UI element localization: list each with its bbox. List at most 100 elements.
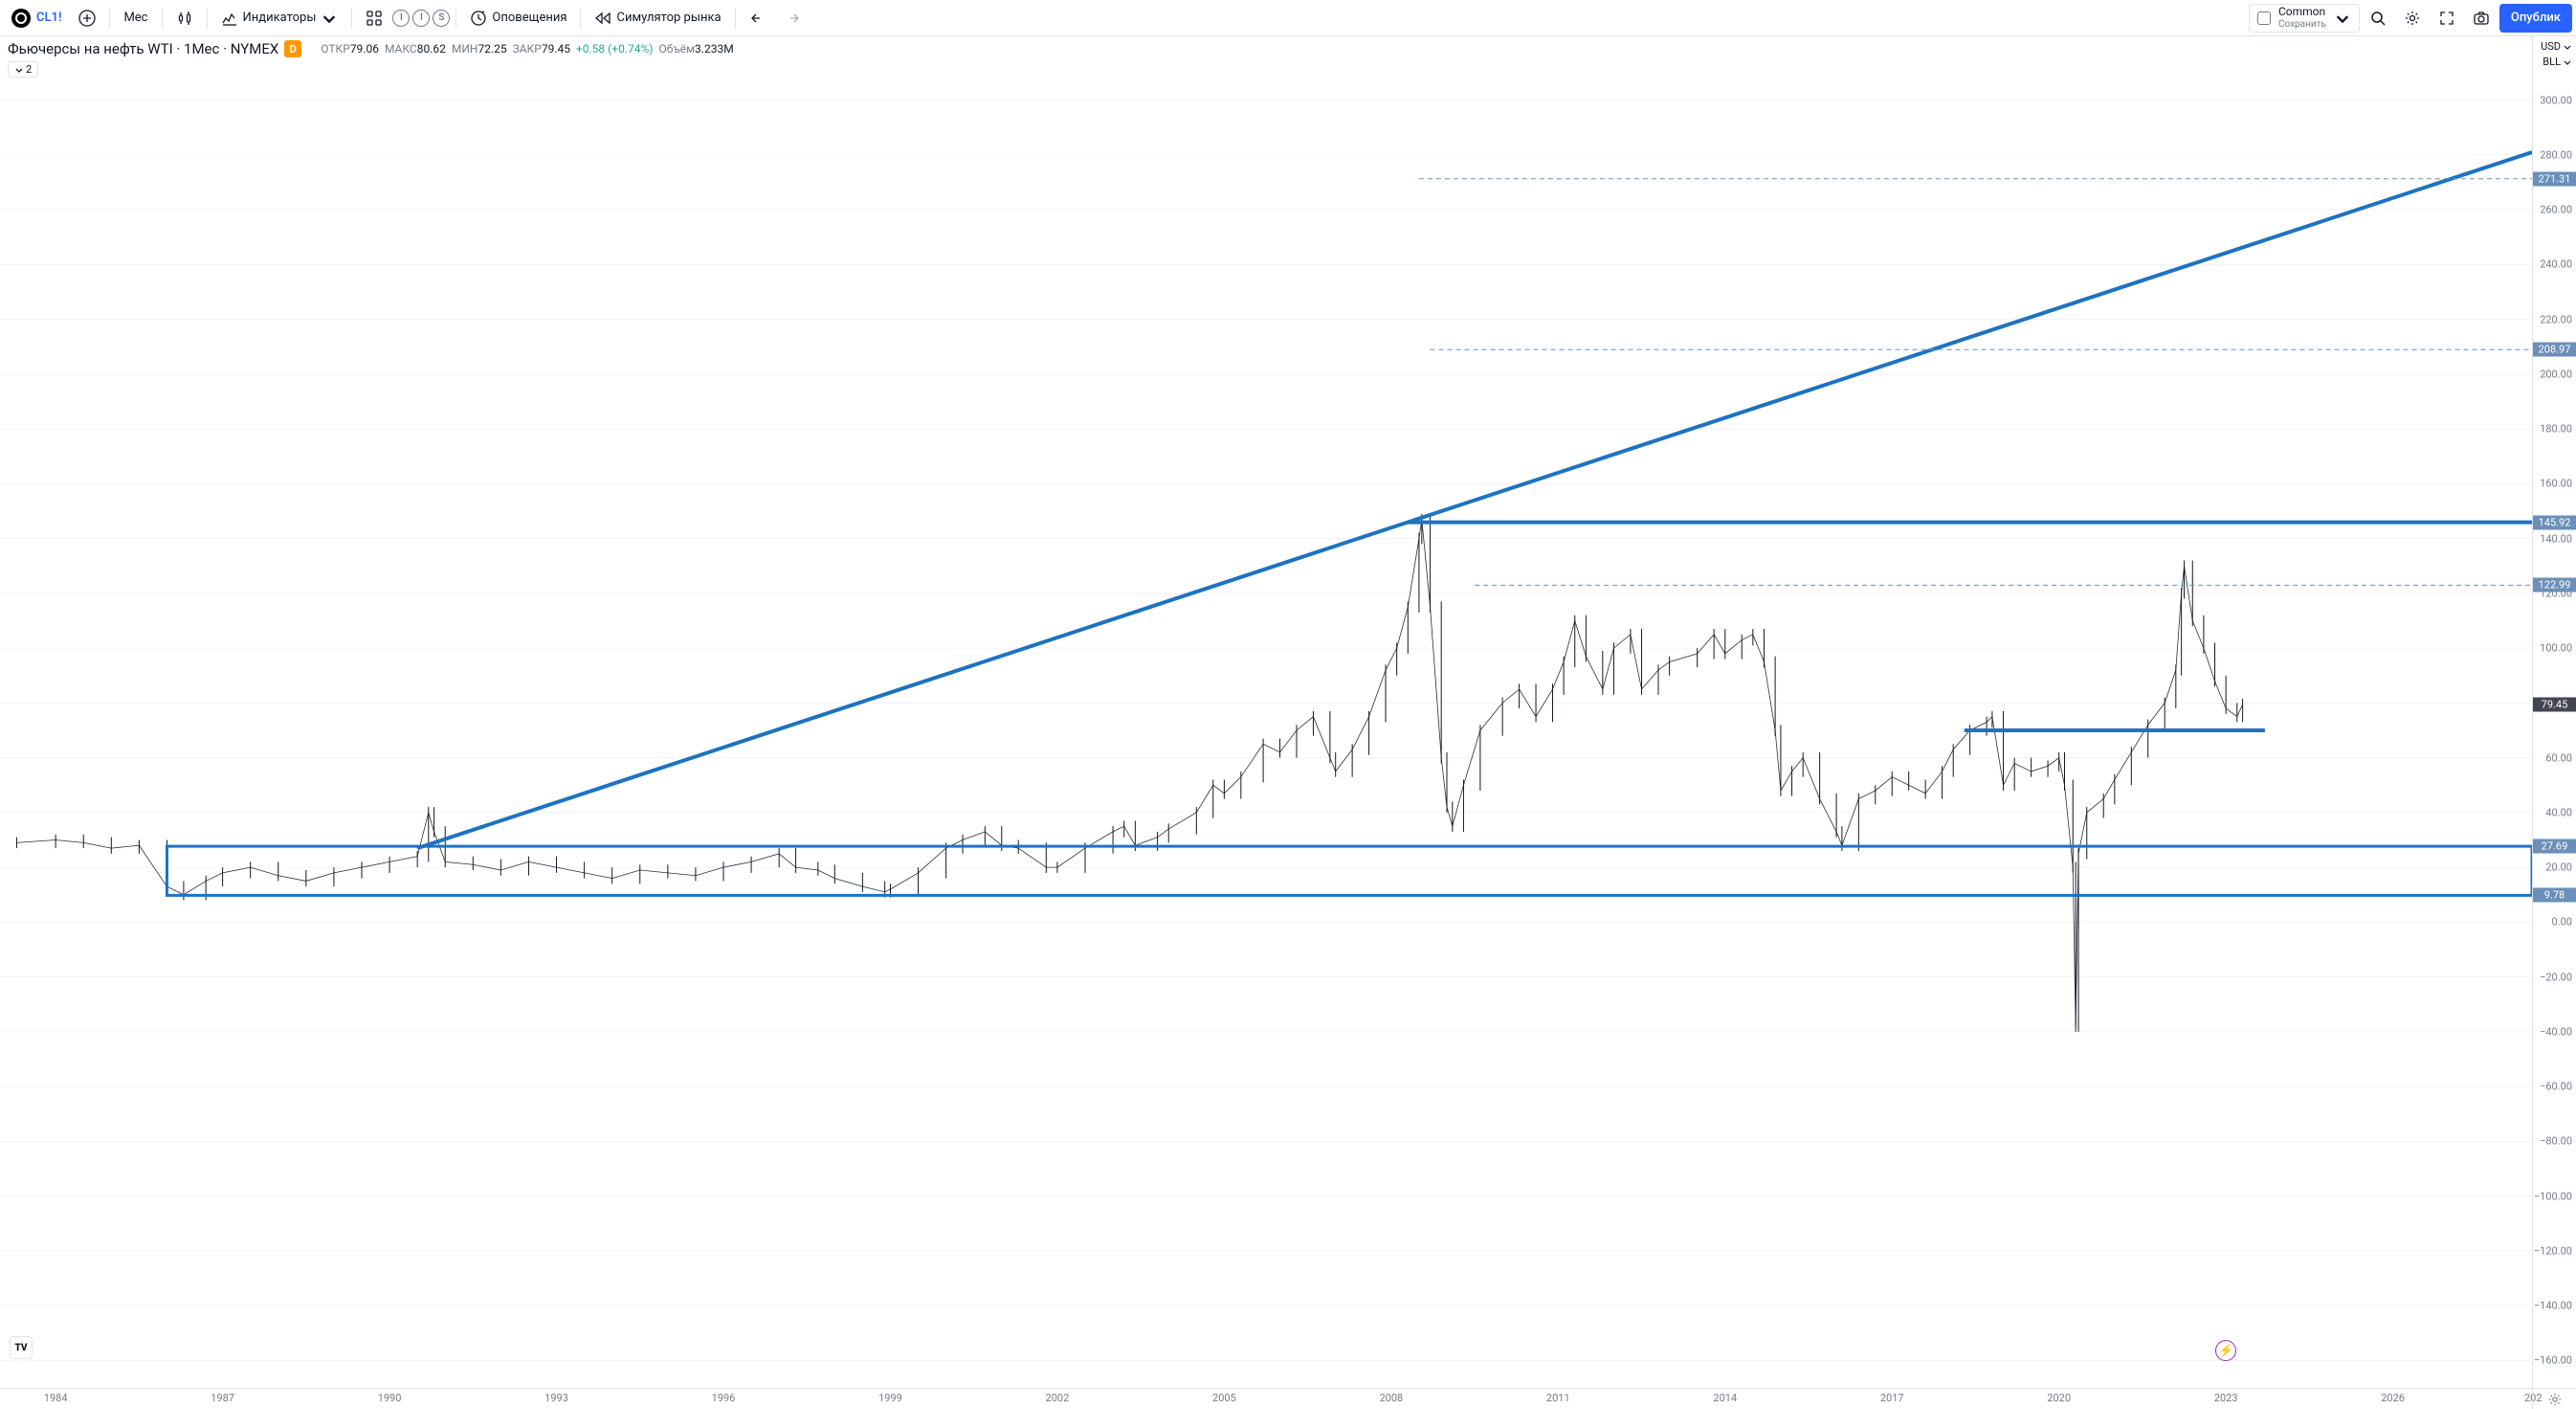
x-tick: 1996 bbox=[712, 1392, 736, 1404]
x-tick: 1990 bbox=[378, 1392, 402, 1404]
y-tick: 60.00 bbox=[2545, 751, 2572, 764]
y-tick: −140.00 bbox=[2534, 1300, 2572, 1312]
indicators-collapse[interactable]: 2 bbox=[8, 61, 38, 78]
x-tick: 2002 bbox=[1046, 1392, 1070, 1404]
tradingview-logo-icon[interactable]: TV bbox=[10, 1336, 33, 1359]
y-tick: 100.00 bbox=[2540, 642, 2572, 655]
x-tick: 2017 bbox=[1880, 1392, 1904, 1404]
ohlc-change: +0.58 (+0.74%) bbox=[576, 42, 653, 56]
settings-button[interactable] bbox=[2396, 4, 2429, 33]
price-label: 27.69 bbox=[2533, 839, 2576, 854]
currency-selector[interactable]: USD bbox=[2541, 40, 2572, 53]
replay-button[interactable]: Симулятор рынка bbox=[587, 4, 728, 33]
y-tick: 260.00 bbox=[2540, 204, 2572, 216]
publish-button[interactable]: Опублик bbox=[2499, 4, 2572, 33]
y-tick: 200.00 bbox=[2540, 368, 2572, 380]
indicators-icon bbox=[221, 10, 238, 27]
x-tick: 2005 bbox=[1212, 1392, 1236, 1404]
undo-button[interactable] bbox=[742, 4, 774, 33]
price-label: 208.97 bbox=[2533, 343, 2576, 357]
symbol-logo-icon bbox=[11, 9, 31, 28]
top-toolbar: CL1! Мес Индикаторы I I S Оповещения Сим… bbox=[0, 0, 2576, 36]
indicators-label: Индикаторы bbox=[243, 11, 317, 25]
chevron-down-icon bbox=[14, 65, 24, 75]
x-tick: 1987 bbox=[211, 1392, 234, 1404]
layout-chip[interactable]: Common Сохранить bbox=[2249, 4, 2360, 33]
compare-pills: I I S bbox=[392, 10, 450, 27]
chart-legend: Фьючерсы на нефть WTI · 1Мес · NYMEX D О… bbox=[8, 40, 734, 78]
alert-icon bbox=[470, 10, 487, 27]
templates-button[interactable] bbox=[358, 4, 390, 33]
pill-i2[interactable]: I bbox=[412, 10, 430, 27]
chevron-down-icon bbox=[2334, 10, 2351, 27]
chart-style-button[interactable] bbox=[168, 4, 201, 33]
replay-label: Симулятор рынка bbox=[616, 11, 721, 25]
y-tick: 300.00 bbox=[2540, 94, 2572, 106]
pill-i1[interactable]: I bbox=[392, 10, 410, 27]
y-tick: 240.00 bbox=[2540, 258, 2572, 271]
collapse-count: 2 bbox=[26, 63, 32, 76]
redo-button[interactable] bbox=[776, 4, 809, 33]
legend-title: Фьючерсы на нефть WTI · 1Мес · NYMEX bbox=[8, 40, 278, 57]
scale-selector[interactable]: BLL bbox=[2543, 56, 2572, 68]
y-tick: −120.00 bbox=[2534, 1244, 2572, 1257]
price-axis[interactable]: USD BLL 300.00 280.00 260.00 240.00 220.00 20… bbox=[2532, 36, 2576, 1388]
chevron-down-icon bbox=[321, 10, 338, 27]
x-tick: 2014 bbox=[1713, 1392, 1737, 1404]
axis-settings-button[interactable] bbox=[2532, 1388, 2576, 1409]
layout-sub: Сохранить bbox=[2278, 19, 2326, 30]
grid-icon bbox=[366, 10, 383, 27]
publish-label: Опублик bbox=[2511, 11, 2561, 25]
y-tick: 160.00 bbox=[2540, 478, 2572, 490]
x-tick: 1993 bbox=[544, 1392, 568, 1404]
gear-icon bbox=[2404, 10, 2421, 27]
ohlc-close: ЗАКР79.45 bbox=[513, 42, 570, 56]
layout-box-icon bbox=[2257, 11, 2271, 25]
price-chart[interactable]: TV ⚡ bbox=[0, 36, 2532, 1388]
symbol-chip[interactable]: CL1! bbox=[4, 4, 69, 33]
x-tick: 2026 bbox=[2381, 1392, 2405, 1404]
y-tick: 140.00 bbox=[2540, 532, 2572, 545]
y-tick: 220.00 bbox=[2540, 313, 2572, 325]
y-tick: 280.00 bbox=[2540, 148, 2572, 161]
price-label: 145.92 bbox=[2533, 515, 2576, 529]
fullscreen-icon bbox=[2438, 10, 2455, 27]
price-label: 122.99 bbox=[2533, 578, 2576, 593]
x-tick: 2008 bbox=[1379, 1392, 1403, 1404]
time-axis[interactable]: 1984198719901993199619992002200520082011… bbox=[0, 1388, 2532, 1409]
symbol-ticker: CL1! bbox=[36, 11, 61, 25]
price-label: 271.31 bbox=[2533, 171, 2576, 186]
y-tick: −40.00 bbox=[2540, 1025, 2572, 1038]
indicators-button[interactable]: Индикаторы bbox=[213, 4, 346, 33]
gear-icon bbox=[2547, 1392, 2563, 1407]
y-tick: −80.00 bbox=[2540, 1135, 2572, 1148]
interval-label: Мес bbox=[123, 11, 147, 25]
camera-icon bbox=[2473, 10, 2490, 27]
y-tick: 40.00 bbox=[2545, 806, 2572, 818]
go-to-realtime-button[interactable]: ⚡ bbox=[2215, 1340, 2236, 1361]
interval-button[interactable]: Мес bbox=[116, 4, 155, 33]
x-tick: 2020 bbox=[2047, 1392, 2071, 1404]
search-icon bbox=[2369, 10, 2387, 27]
undo-icon bbox=[749, 10, 766, 27]
alerts-button[interactable]: Оповещения bbox=[462, 4, 574, 33]
fullscreen-button[interactable] bbox=[2431, 4, 2463, 33]
x-tick: 1984 bbox=[44, 1392, 68, 1404]
snapshot-button[interactable] bbox=[2465, 4, 2498, 33]
price-label: 9.78 bbox=[2533, 888, 2576, 903]
plus-icon bbox=[78, 10, 96, 27]
add-symbol-button[interactable] bbox=[71, 4, 103, 33]
ohlc-low: МИН72.25 bbox=[452, 42, 507, 56]
y-tick: −20.00 bbox=[2540, 971, 2572, 983]
alerts-label: Оповещения bbox=[492, 11, 566, 25]
rewind-icon bbox=[594, 10, 611, 27]
x-tick: 2011 bbox=[1546, 1392, 1570, 1404]
y-tick: −60.00 bbox=[2540, 1081, 2572, 1093]
y-tick: −100.00 bbox=[2534, 1190, 2572, 1202]
ohlc-volume: Объём3.233M bbox=[658, 42, 733, 56]
pill-s[interactable]: S bbox=[433, 10, 450, 27]
x-tick: 2023 bbox=[2214, 1392, 2238, 1404]
search-button[interactable] bbox=[2362, 4, 2394, 33]
layout-name: Common bbox=[2278, 6, 2326, 18]
redo-icon bbox=[784, 10, 801, 27]
